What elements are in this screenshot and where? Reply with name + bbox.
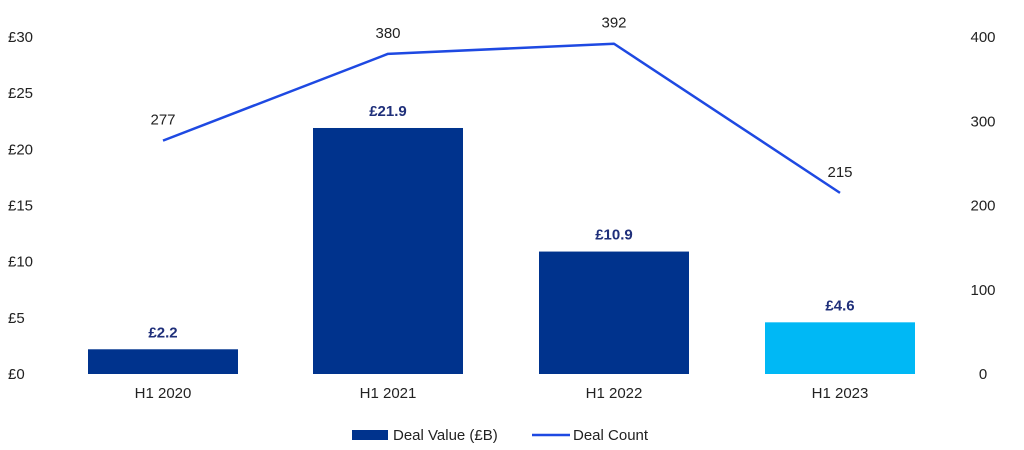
legend-label-line: Deal Count: [573, 427, 649, 444]
x-axis-tick-label: H1 2020: [135, 385, 192, 402]
line-value-label: 277: [150, 112, 175, 129]
bar: [539, 251, 689, 374]
x-axis: H1 2020 H1 2021 H1 2022 H1 2023: [135, 385, 869, 402]
bar: [313, 127, 463, 375]
x-axis-tick-label: H1 2022: [586, 385, 643, 402]
line-value-label: 392: [601, 15, 626, 32]
legend-label-bar: Deal Value (£B): [393, 427, 498, 444]
left-axis-tick-label: £25: [8, 85, 33, 102]
right-axis-tick-label: 100: [970, 282, 995, 299]
left-axis-tick-label: £0: [8, 366, 25, 383]
bar-value-label: £10.9: [595, 227, 633, 244]
line-value-label: 380: [375, 25, 400, 42]
left-axis-tick-label: £5: [8, 310, 25, 327]
x-axis-tick-label: H1 2023: [812, 385, 869, 402]
bar-value-labels: £2.2 £21.9 £10.9 £4.6: [148, 103, 854, 341]
x-axis-tick-label: H1 2021: [360, 385, 417, 402]
bar-value-label: £2.2: [148, 324, 177, 341]
line-value-labels: 277 380 392 215: [150, 15, 852, 181]
bar-series: [88, 127, 915, 375]
bar-value-label: £21.9: [369, 103, 407, 120]
right-axis-tick-label: 0: [979, 366, 987, 383]
left-axis-tick-label: £20: [8, 141, 33, 158]
left-axis-tick-label: £30: [8, 29, 33, 46]
right-axis-tick-label: 400: [970, 29, 995, 46]
right-axis: 0 100 200 300 400: [970, 29, 995, 383]
legend-swatch-bar: [352, 430, 388, 440]
left-axis-tick-label: £10: [8, 254, 33, 271]
left-axis: £0 £5 £10 £15 £20 £25 £30: [8, 29, 33, 383]
bar: [765, 322, 915, 374]
line-series: [162, 42, 841, 194]
deal-count-line: [162, 42, 841, 194]
right-axis-tick-label: 300: [970, 113, 995, 130]
legend: Deal Value (£B) Deal Count: [352, 427, 649, 444]
bar: [88, 349, 238, 374]
bar-value-label: £4.6: [825, 297, 854, 314]
right-axis-tick-label: 200: [970, 198, 995, 215]
line-value-label: 215: [827, 164, 852, 181]
left-axis-tick-label: £15: [8, 198, 33, 215]
